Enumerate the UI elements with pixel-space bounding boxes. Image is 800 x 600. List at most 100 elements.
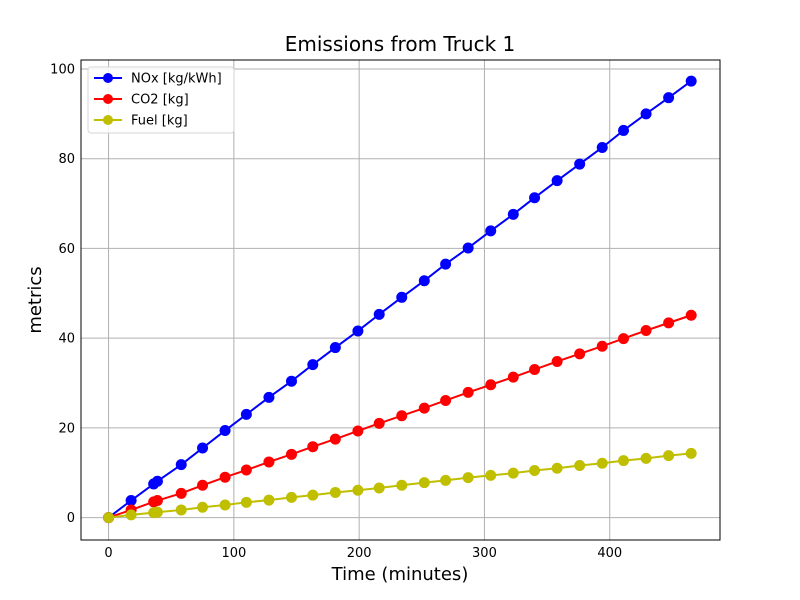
data-point — [219, 471, 231, 483]
data-point — [596, 340, 608, 352]
legend: NOx [kg/kWh] CO2 [kg] Fuel [kg] — [87, 66, 235, 134]
data-point — [175, 459, 187, 471]
y-tick-label: 60 — [58, 242, 75, 257]
data-point — [485, 379, 497, 391]
data-point — [352, 325, 364, 337]
data-point — [507, 467, 519, 479]
data-point — [285, 375, 297, 387]
legend-marker — [103, 115, 113, 125]
chart-title: Emissions from Truck 1 — [285, 32, 516, 56]
data-point — [663, 317, 675, 329]
y-tick-label: 80 — [58, 152, 75, 167]
data-point — [125, 509, 137, 521]
data-point — [640, 452, 652, 464]
legend-marker — [103, 94, 113, 104]
series-1 — [103, 309, 697, 524]
series-2 — [103, 447, 697, 524]
data-point — [373, 417, 385, 429]
y-tick-label: 100 — [50, 62, 75, 77]
data-point — [240, 464, 252, 476]
data-point — [352, 484, 364, 496]
x-tick-label: 0 — [104, 546, 112, 561]
data-point — [396, 410, 408, 422]
series-line — [107, 80, 692, 519]
y-tick-label: 0 — [67, 511, 75, 526]
data-point — [685, 447, 697, 459]
x-tick-label: 400 — [597, 546, 622, 561]
data-point — [263, 494, 275, 506]
data-point — [352, 425, 364, 437]
ticks: 0 100 200 300 400 0 20 40 60 80 100 — [50, 62, 622, 561]
data-point — [418, 477, 430, 489]
data-point — [462, 472, 474, 484]
data-point — [197, 501, 209, 513]
data-point — [618, 333, 630, 345]
legend-marker — [103, 73, 113, 83]
data-point — [151, 475, 163, 487]
data-point — [596, 457, 608, 469]
plot-area — [80, 59, 721, 541]
x-tick-label: 300 — [472, 546, 497, 561]
data-point — [240, 496, 252, 508]
data-point — [663, 92, 675, 104]
y-axis-label: metrics — [25, 266, 46, 333]
data-point — [263, 391, 275, 403]
data-point — [462, 242, 474, 254]
data-point — [462, 386, 474, 398]
data-point — [103, 512, 115, 524]
data-point — [574, 348, 586, 360]
data-point — [618, 455, 630, 467]
data-point — [596, 141, 608, 153]
data-point — [685, 75, 697, 87]
data-point — [285, 448, 297, 460]
data-point — [197, 442, 209, 454]
data-point — [329, 433, 341, 445]
data-point — [418, 402, 430, 414]
data-point — [529, 192, 541, 204]
data-point — [307, 359, 319, 371]
data-point — [440, 258, 452, 270]
data-point — [240, 408, 252, 420]
data-point — [197, 479, 209, 491]
series-line — [108, 452, 692, 519]
data-point — [396, 291, 408, 303]
series-0 — [103, 75, 697, 524]
data-point — [175, 504, 187, 516]
data-point — [618, 124, 630, 136]
x-axis-label: Time (minutes) — [331, 564, 469, 585]
data-point — [551, 355, 563, 367]
y-tick-label: 20 — [58, 421, 75, 436]
data-point — [640, 108, 652, 120]
data-point — [175, 487, 187, 499]
data-point — [307, 441, 319, 453]
data-point — [551, 462, 563, 474]
data-point — [663, 450, 675, 462]
data-point — [329, 342, 341, 354]
data-point — [307, 489, 319, 501]
data-point — [485, 225, 497, 237]
legend-label: NOx [kg/kWh] — [131, 72, 222, 87]
data-point — [151, 506, 163, 518]
data-point — [125, 495, 137, 507]
data-point — [329, 486, 341, 498]
data-point — [418, 275, 430, 287]
data-point — [529, 364, 541, 376]
data-point — [551, 175, 563, 187]
x-tick-label: 100 — [221, 546, 246, 561]
y-tick-label: 40 — [58, 332, 75, 347]
data-point — [263, 456, 275, 468]
data-point — [485, 469, 497, 481]
series-group — [103, 75, 697, 524]
data-point — [640, 325, 652, 337]
x-tick-label: 200 — [347, 546, 372, 561]
data-point — [219, 425, 231, 437]
data-point — [574, 460, 586, 472]
data-point — [373, 308, 385, 320]
series-line — [108, 314, 692, 519]
data-point — [685, 309, 697, 321]
data-point — [440, 474, 452, 486]
data-point — [285, 491, 297, 503]
data-point — [373, 482, 385, 494]
data-point — [574, 158, 586, 170]
